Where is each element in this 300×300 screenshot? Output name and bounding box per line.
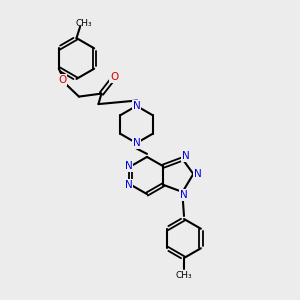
Text: N: N <box>133 138 140 148</box>
Text: N: N <box>133 101 140 111</box>
Text: N: N <box>194 169 202 179</box>
Text: CH₃: CH₃ <box>176 271 192 280</box>
Text: N: N <box>180 190 188 200</box>
Text: O: O <box>110 72 118 82</box>
Text: N: N <box>124 180 132 190</box>
Text: N: N <box>124 161 132 171</box>
Text: N: N <box>182 151 189 161</box>
Text: O: O <box>58 75 67 85</box>
Text: CH₃: CH₃ <box>75 19 92 28</box>
